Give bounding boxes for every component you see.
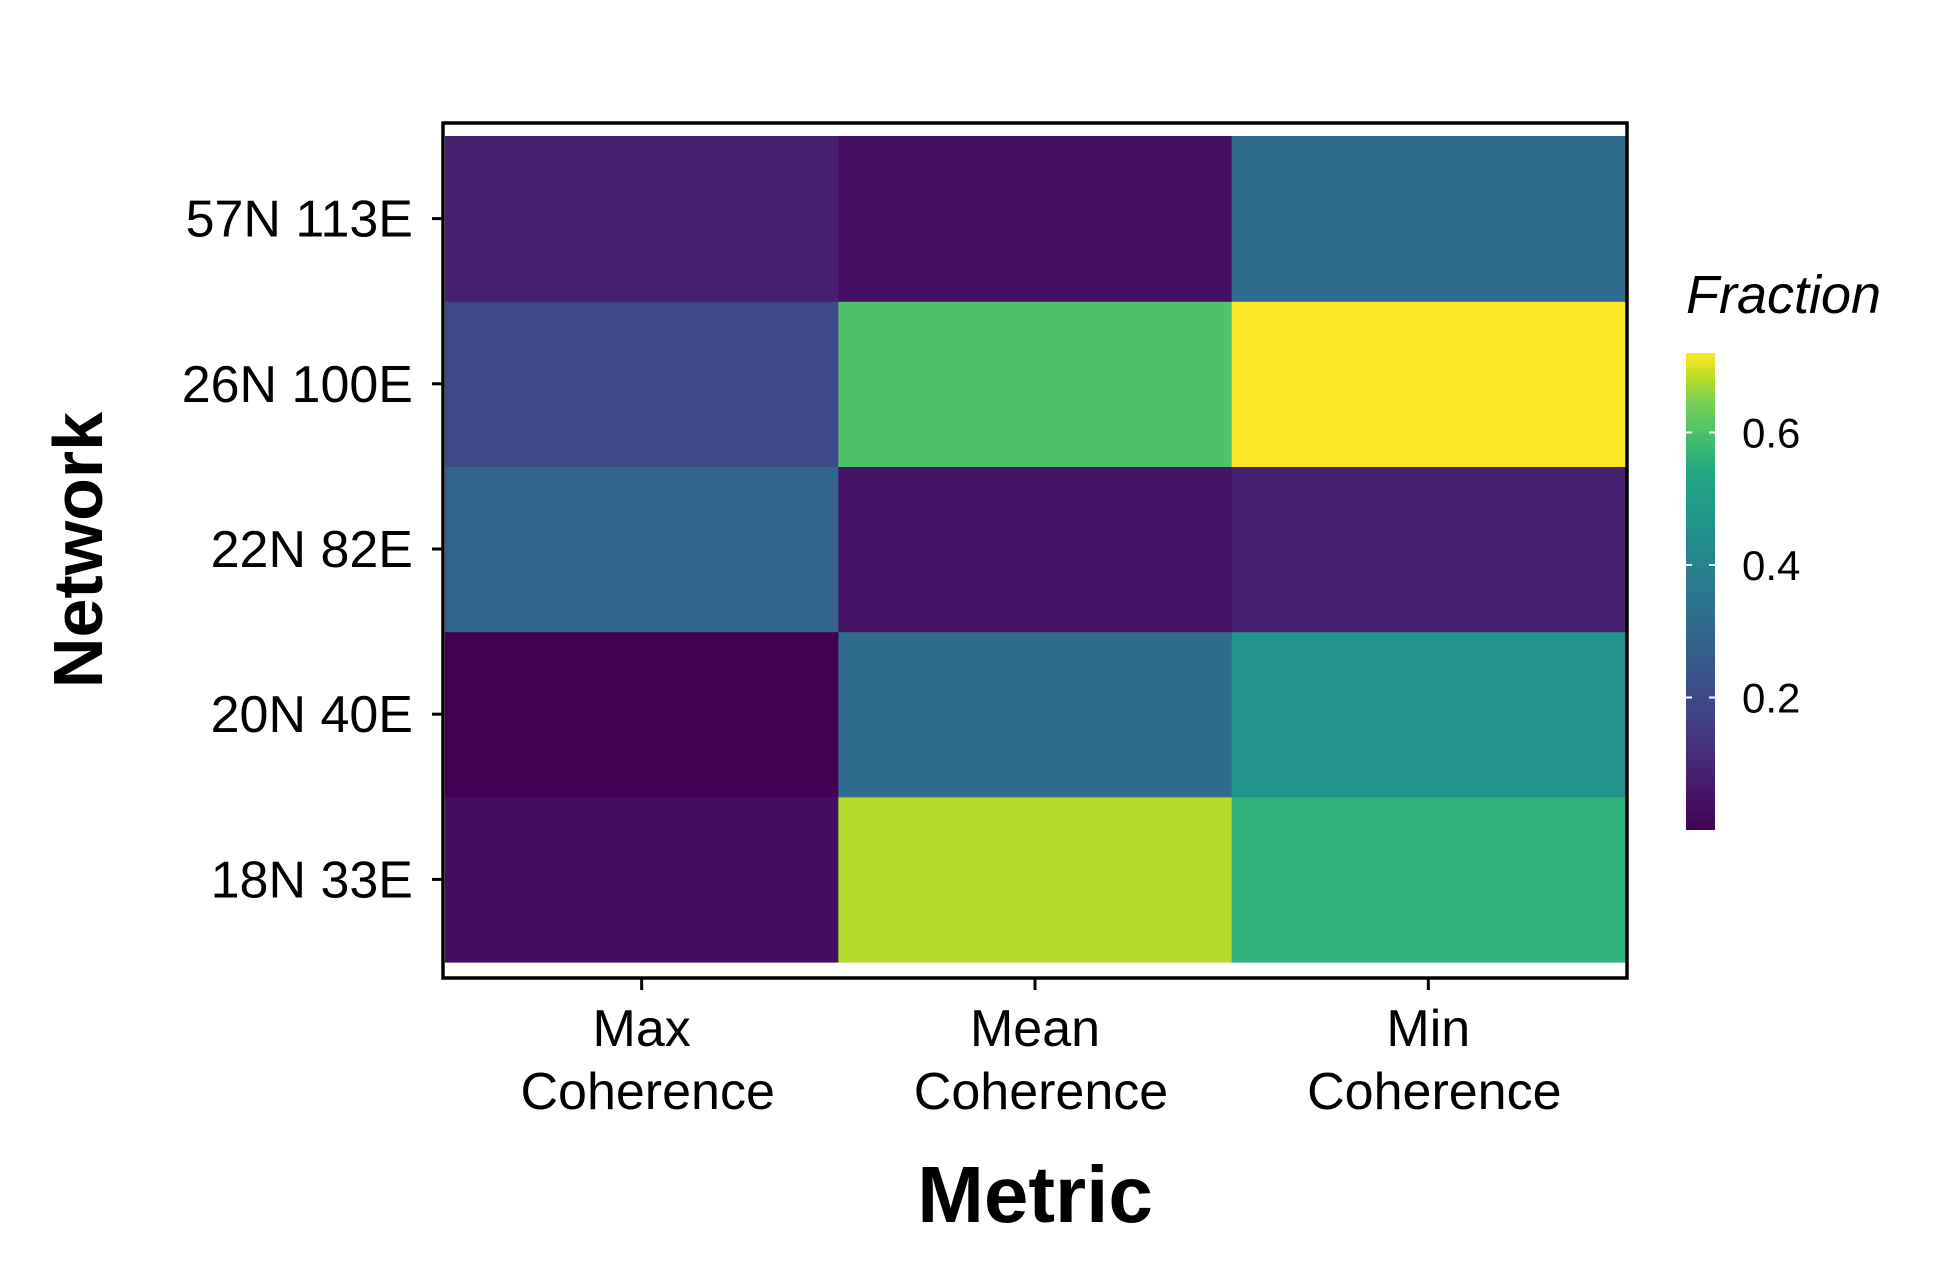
colorbar-tick-label: 0.2 xyxy=(1742,675,1800,722)
heatmap-cell xyxy=(838,136,1233,302)
x-tick-label: Coherence xyxy=(1307,1063,1561,1121)
heatmap-cell xyxy=(1231,301,1626,467)
colorbar-tick-label: 0.4 xyxy=(1742,542,1800,589)
heatmap-cell xyxy=(445,796,839,963)
x-axis-title: Metric xyxy=(917,1150,1153,1239)
x-tick-label: Mean xyxy=(970,1000,1100,1058)
colorbar-legend: Fraction 0.2 0.4 0.6 xyxy=(1686,265,1881,830)
heatmap-cell xyxy=(838,466,1233,633)
heatmap-cell xyxy=(838,301,1233,467)
heatmap-cell xyxy=(445,136,839,302)
y-tick-label: 20N 40E xyxy=(211,686,413,744)
colorbar-tick-label: 0.6 xyxy=(1742,410,1800,457)
y-axis-title: Network xyxy=(39,412,117,688)
colorbar-ticks: 0.2 0.4 0.6 xyxy=(1686,410,1800,722)
colorbar-title: Fraction xyxy=(1686,265,1881,325)
x-tick-label: Min xyxy=(1386,1000,1470,1058)
y-axis: 18N 33E 20N 40E 22N 82E 26N 100E 57N 113E xyxy=(182,191,443,909)
heatmap-cell xyxy=(838,631,1233,798)
heatmap-cell xyxy=(445,631,839,798)
colorbar xyxy=(1686,353,1715,830)
heatmap-cell xyxy=(1231,631,1626,798)
y-tick-label: 26N 100E xyxy=(182,356,413,414)
heatmap-cells xyxy=(445,136,1626,963)
x-tick-label: Max xyxy=(593,1000,691,1058)
y-tick-label: 18N 33E xyxy=(211,851,413,909)
heatmap-cell xyxy=(1231,796,1626,963)
y-tick-label: 57N 113E xyxy=(186,191,413,249)
heatmap-cell xyxy=(838,796,1233,963)
heatmap-cell xyxy=(445,301,839,467)
heatmap-cell xyxy=(445,466,839,633)
x-tick-label: Coherence xyxy=(914,1063,1168,1121)
heatmap-cell xyxy=(1231,466,1626,633)
heatmap-cell xyxy=(1231,136,1626,302)
y-tick-label: 22N 82E xyxy=(211,521,413,579)
x-tick-label: Coherence xyxy=(520,1063,774,1121)
